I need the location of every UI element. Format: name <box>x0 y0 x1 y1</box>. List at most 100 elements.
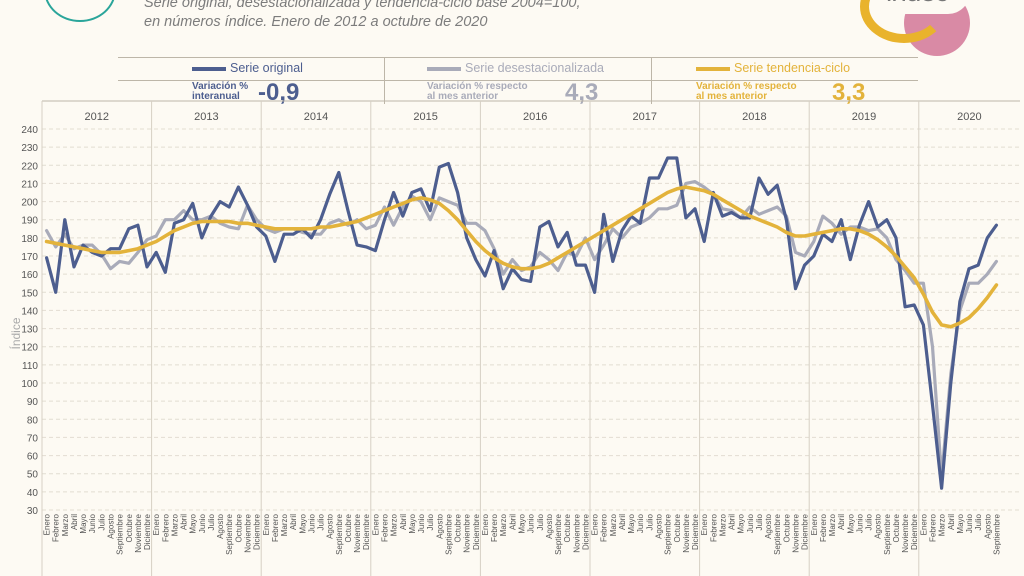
data-point <box>265 226 267 228</box>
data-point <box>228 220 230 223</box>
data-point <box>520 278 523 281</box>
x-tick-label: Octubre <box>782 513 791 542</box>
data-point <box>292 228 295 230</box>
year-label: 2014 <box>304 111 328 123</box>
x-tick-label: Septiembre <box>773 513 782 554</box>
data-point <box>895 255 897 257</box>
data-point <box>484 229 486 232</box>
logo-yellow-arc <box>860 0 948 43</box>
x-tick-label: Septiembre <box>664 513 673 554</box>
data-point <box>676 188 678 190</box>
data-point <box>867 233 870 235</box>
x-tick-label: Junio <box>746 513 755 533</box>
data-point <box>749 215 751 217</box>
x-tick-label: Febrero <box>381 513 390 542</box>
x-tick-label: Junio <box>527 513 536 533</box>
data-point <box>685 182 687 185</box>
legend-label-tendencia: Serie tendencia-ciclo <box>734 61 851 75</box>
data-point <box>840 228 842 230</box>
legend: Serie original Variación % interanual -0,… <box>118 57 918 106</box>
data-point <box>274 228 276 230</box>
data-point <box>703 186 705 188</box>
data-point <box>593 235 596 237</box>
series-line-serie-original <box>44 156 999 490</box>
data-point <box>557 269 559 272</box>
x-tick-label: Agosto <box>326 513 335 538</box>
data-point <box>612 260 614 263</box>
x-tick-label: Julio <box>974 513 983 530</box>
x-tick-label: Julio <box>755 513 764 530</box>
data-point <box>913 304 915 306</box>
data-point <box>274 231 276 234</box>
x-tick-label: Junio <box>417 513 426 533</box>
x-tick-label: Septiembre <box>335 513 344 554</box>
data-point <box>319 233 322 235</box>
data-point <box>813 233 815 235</box>
x-tick-label: Junio <box>88 513 97 533</box>
y-tick-label: 130 <box>21 325 38 336</box>
data-point <box>64 218 66 221</box>
logo-pill <box>870 0 970 14</box>
data-point <box>566 251 568 254</box>
year-label: 2018 <box>742 111 766 123</box>
data-point <box>831 240 833 243</box>
data-point <box>648 217 651 219</box>
x-tick-label: Septiembre <box>444 513 453 554</box>
data-point <box>438 166 441 168</box>
x-tick-label: Mayo <box>298 513 307 533</box>
data-point <box>676 157 678 159</box>
data-point <box>201 220 203 223</box>
x-tick-label: Mayo <box>846 513 855 533</box>
data-point <box>867 200 870 203</box>
y-tick-label: 240 <box>21 125 38 136</box>
data-point <box>767 222 769 225</box>
data-point <box>931 345 934 348</box>
x-tick-label: Mayo <box>79 513 88 533</box>
data-point <box>876 238 879 241</box>
legend-swatch-original <box>192 66 226 71</box>
legend-sub2-desestacionalizada: al mes anterior <box>427 91 499 102</box>
data-point <box>548 258 550 261</box>
year-label: 2020 <box>957 111 981 123</box>
data-point <box>475 222 477 225</box>
data-point <box>995 224 998 226</box>
x-tick-label: Enero <box>152 513 161 535</box>
data-point <box>374 224 377 226</box>
data-point <box>584 237 587 239</box>
data-point <box>593 291 596 294</box>
y-tick-label: 170 <box>21 252 38 263</box>
data-point <box>383 218 386 221</box>
x-tick-label: Abril <box>837 514 846 530</box>
data-point <box>182 218 185 221</box>
data-point <box>228 206 230 208</box>
data-point <box>639 222 641 225</box>
x-tick-label: Octubre <box>563 513 572 542</box>
data-point <box>100 251 103 254</box>
x-tick-label: Abril <box>180 514 189 530</box>
data-point <box>146 238 148 241</box>
x-tick-label: Noviembre <box>244 513 253 552</box>
data-point <box>173 229 176 232</box>
x-tick-label: Julio <box>865 513 874 530</box>
data-point <box>886 218 888 221</box>
data-point <box>155 251 157 254</box>
data-point <box>45 257 48 259</box>
data-point <box>730 211 733 214</box>
legend-sub1-original: Variación % <box>192 81 249 92</box>
data-point <box>685 186 687 188</box>
subtitle-line-2: en números índice. Enero de 2012 a octub… <box>144 14 488 30</box>
data-point <box>82 247 84 250</box>
data-point <box>803 235 806 237</box>
data-point <box>191 222 194 225</box>
data-point <box>328 193 331 196</box>
data-point <box>191 218 194 221</box>
x-tick-label: Julio <box>97 513 106 530</box>
data-point <box>411 191 413 194</box>
data-point <box>484 249 486 252</box>
data-point <box>246 222 249 225</box>
year-label: 2019 <box>852 111 876 123</box>
data-point <box>977 307 979 310</box>
data-point <box>54 246 57 248</box>
data-point <box>931 404 934 406</box>
data-point <box>539 226 541 228</box>
